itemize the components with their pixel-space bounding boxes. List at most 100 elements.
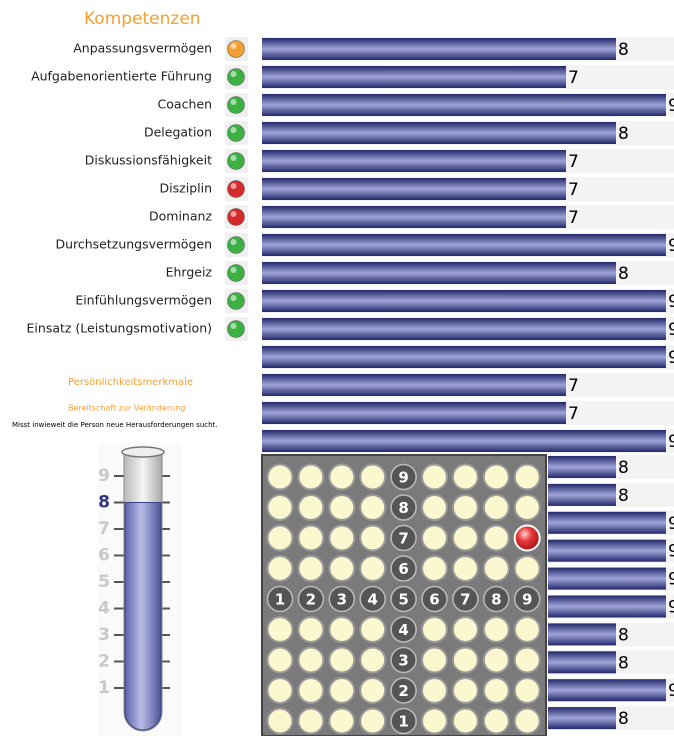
hole	[266, 677, 294, 704]
number-hole	[390, 524, 417, 552]
hole	[421, 463, 448, 491]
board-number: 7	[460, 591, 470, 609]
status-dot	[227, 208, 245, 226]
hole	[328, 616, 356, 643]
hole	[451, 616, 479, 643]
number-hole	[359, 585, 386, 613]
value-label: 9	[668, 236, 674, 256]
hole	[359, 616, 387, 643]
bar	[548, 483, 616, 506]
board-number: 2	[306, 591, 316, 609]
hole	[482, 524, 510, 552]
hole	[513, 616, 541, 643]
value-label: 7	[568, 180, 579, 200]
bar	[548, 595, 666, 618]
bar	[262, 234, 666, 256]
bar	[262, 150, 566, 172]
value-label: 9	[668, 96, 674, 116]
hole	[421, 494, 448, 521]
hole	[482, 463, 510, 491]
description: Misst inwieweit die Person neue Herausfo…	[12, 421, 218, 429]
value-label: 8	[618, 40, 629, 60]
board-number: 5	[398, 591, 408, 609]
value-label: 7	[568, 404, 579, 424]
value-label: 9	[668, 514, 674, 534]
hole	[266, 463, 294, 491]
value-label: 7	[568, 208, 579, 228]
status-dot	[227, 68, 245, 86]
hole	[513, 494, 541, 521]
dot-shine	[230, 183, 237, 189]
competency-label: Aufgabenorientierte Führung	[31, 69, 212, 84]
bar	[262, 38, 616, 60]
hole	[421, 524, 448, 552]
dot-shine	[230, 127, 237, 133]
hole	[297, 677, 325, 704]
value-label: 8	[618, 458, 629, 478]
bar	[262, 430, 666, 452]
hole	[451, 646, 479, 674]
hole	[482, 677, 510, 704]
value-label: 7	[568, 152, 579, 172]
hole	[297, 707, 325, 735]
number-hole	[513, 585, 541, 613]
hole	[359, 555, 387, 582]
hole	[359, 677, 387, 704]
hole	[421, 555, 448, 582]
number-hole	[390, 646, 417, 674]
board-number: 6	[429, 591, 439, 609]
hole	[266, 646, 294, 674]
bar	[262, 206, 566, 228]
competency-label: Coachen	[158, 97, 212, 112]
hole	[328, 494, 356, 521]
hole	[421, 677, 448, 704]
section-title: Kompetenzen	[84, 9, 201, 29]
status-dot	[227, 96, 245, 114]
competency-label: Anpassungsvermögen	[73, 41, 212, 56]
value-label: 9	[668, 432, 674, 452]
hole	[482, 646, 510, 674]
hole	[482, 494, 510, 521]
bar	[262, 346, 666, 368]
board-number: 1	[398, 713, 408, 731]
hole	[513, 555, 541, 582]
board-number: 3	[337, 591, 347, 609]
hole	[421, 707, 448, 735]
bar	[262, 318, 666, 340]
value-label: 8	[618, 653, 629, 673]
hole	[451, 463, 479, 491]
hole	[297, 616, 325, 643]
hole	[266, 494, 294, 521]
bar	[548, 651, 616, 674]
board-number: 1	[275, 591, 285, 609]
hole	[359, 524, 387, 552]
hole	[297, 646, 325, 674]
board-number: 9	[398, 469, 408, 487]
hole	[482, 707, 510, 735]
board-number: 8	[398, 499, 408, 517]
bar	[262, 402, 566, 424]
value-label: 9	[668, 598, 674, 618]
value-label: 9	[668, 292, 674, 312]
hole	[451, 524, 479, 552]
hole	[266, 524, 294, 552]
hole	[451, 555, 479, 582]
dot-shine	[230, 43, 237, 49]
hole	[297, 555, 325, 582]
board-number: 9	[522, 591, 532, 609]
bar	[262, 66, 566, 88]
hole	[266, 555, 294, 582]
number-hole	[390, 707, 417, 735]
hole	[359, 646, 387, 674]
competency-label: Dominanz	[149, 209, 212, 224]
dot-shine	[230, 323, 237, 329]
bar	[548, 539, 666, 562]
status-dot	[227, 236, 245, 254]
bar	[548, 456, 616, 478]
hole	[482, 555, 510, 582]
number-hole	[483, 585, 510, 613]
tube-liquid	[124, 502, 162, 731]
number-hole	[390, 677, 417, 704]
value-label: 9	[668, 320, 674, 340]
bar	[262, 262, 616, 284]
